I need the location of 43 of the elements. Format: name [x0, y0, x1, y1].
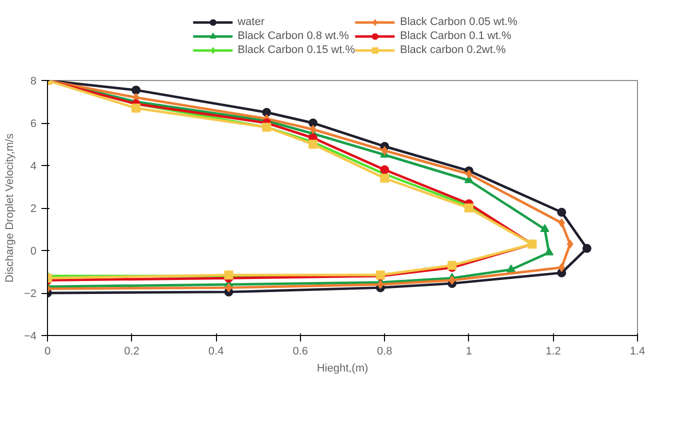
point	[544, 248, 554, 256]
point	[377, 280, 384, 289]
point	[464, 204, 474, 212]
point	[310, 124, 316, 134]
y-tick-label: 2	[30, 203, 37, 215]
point	[506, 264, 516, 272]
legend-label: Black Carbon 0.05 wt.%	[400, 15, 518, 29]
point	[448, 276, 456, 285]
x-tick-label: 0.8	[376, 346, 392, 358]
y-tick-label: 6	[30, 118, 37, 130]
point	[381, 146, 388, 156]
y-tick-label: −2	[24, 288, 37, 300]
x-tick-label: 0.2	[124, 346, 140, 358]
point	[308, 118, 318, 128]
point	[466, 170, 472, 178]
point	[380, 174, 390, 183]
legend-label: Black Carbon 0.8 wt.%	[238, 29, 349, 43]
legend-label: Black carbon 0.2wt.%	[400, 43, 506, 57]
point	[558, 263, 565, 272]
point	[582, 244, 592, 253]
x-axis-title: Hieght,(m)	[316, 362, 368, 374]
point	[566, 240, 574, 249]
x-tick-label: 1	[466, 346, 472, 358]
x-tick-label: 1.4	[630, 346, 646, 358]
legend-label: water	[238, 15, 265, 29]
y-tick-label: 4	[30, 160, 37, 172]
legend-label: Black Carbon 0.15 wt.%	[238, 43, 355, 57]
point	[558, 218, 565, 228]
y-tick-label: −4	[24, 330, 37, 342]
x-tick-label: 0	[44, 346, 51, 358]
point	[540, 224, 550, 232]
point	[262, 108, 272, 117]
point	[380, 165, 390, 174]
y-tick-label: 8	[30, 76, 37, 88]
y-axis-title: Discharge Droplet Velocity,m/s	[4, 133, 16, 282]
x-tick-label: 1.2	[546, 346, 561, 358]
y-tick-label: 0	[30, 246, 37, 258]
legend-label: Black Carbon 0.1 wt.%	[400, 29, 512, 43]
point	[132, 86, 140, 95]
point	[557, 208, 566, 217]
x-tick-label: 0.6	[292, 346, 308, 358]
point	[132, 104, 140, 113]
x-tick-label: 0.4	[208, 346, 224, 358]
